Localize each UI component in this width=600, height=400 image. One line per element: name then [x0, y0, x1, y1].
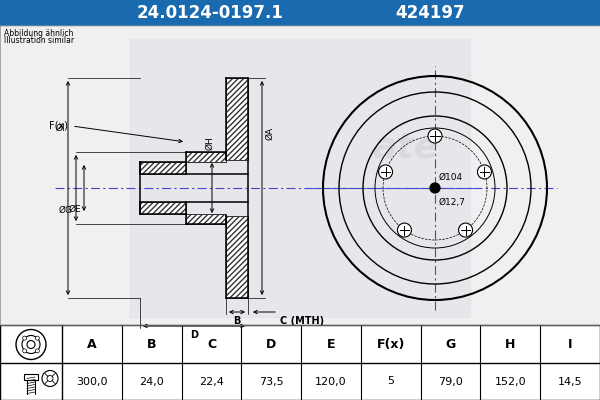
Text: 79,0: 79,0 — [438, 376, 463, 386]
Text: 14,5: 14,5 — [558, 376, 583, 386]
Bar — [24, 374, 38, 380]
Bar — [130, 39, 470, 317]
Text: 5: 5 — [387, 376, 394, 386]
Bar — [226, 78, 248, 160]
Circle shape — [35, 336, 40, 340]
Circle shape — [478, 165, 491, 179]
Text: A: A — [87, 338, 97, 351]
Circle shape — [458, 223, 473, 237]
Bar — [140, 202, 186, 214]
Text: E: E — [327, 338, 335, 351]
Text: C: C — [207, 338, 216, 351]
Text: ØG: ØG — [59, 206, 73, 214]
Text: B: B — [147, 338, 157, 351]
Text: H: H — [505, 338, 515, 351]
Circle shape — [23, 336, 26, 340]
Text: Ø104: Ø104 — [439, 173, 463, 182]
Text: Ø12,7: Ø12,7 — [439, 198, 466, 207]
Text: 22,4: 22,4 — [199, 376, 224, 386]
Bar — [140, 162, 186, 174]
Bar — [186, 152, 226, 162]
Circle shape — [35, 349, 40, 353]
Text: C (MTH): C (MTH) — [280, 316, 324, 326]
Circle shape — [379, 165, 392, 179]
Text: G: G — [445, 338, 455, 351]
Bar — [0, 25, 600, 325]
Text: ØE: ØE — [68, 204, 81, 214]
Text: 24,0: 24,0 — [139, 376, 164, 386]
Bar — [0, 325, 600, 400]
Text: D: D — [190, 330, 198, 340]
Circle shape — [23, 349, 26, 353]
Text: F(x): F(x) — [49, 121, 68, 131]
Circle shape — [430, 183, 440, 193]
Text: 152,0: 152,0 — [494, 376, 526, 386]
Bar — [186, 214, 226, 224]
Text: B: B — [233, 316, 241, 326]
Text: F(x): F(x) — [377, 338, 405, 351]
Text: 24.0124-0197.1: 24.0124-0197.1 — [137, 4, 283, 22]
Text: D: D — [266, 338, 277, 351]
Bar — [0, 0, 600, 25]
Text: ØA: ØA — [265, 126, 274, 140]
Text: Illustration similar: Illustration similar — [4, 36, 74, 45]
Text: ØI: ØI — [55, 124, 65, 132]
Circle shape — [397, 223, 412, 237]
Bar — [0, 25, 600, 325]
Text: Abbildung ähnlich: Abbildung ähnlich — [4, 29, 73, 38]
Text: ate: ate — [372, 131, 438, 165]
Text: 300,0: 300,0 — [76, 376, 107, 386]
Text: 73,5: 73,5 — [259, 376, 284, 386]
Text: 424197: 424197 — [395, 4, 465, 22]
Text: ØH: ØH — [205, 136, 215, 150]
Text: 120,0: 120,0 — [315, 376, 347, 386]
Circle shape — [428, 129, 442, 143]
Text: I: I — [568, 338, 572, 351]
Bar — [226, 216, 248, 298]
